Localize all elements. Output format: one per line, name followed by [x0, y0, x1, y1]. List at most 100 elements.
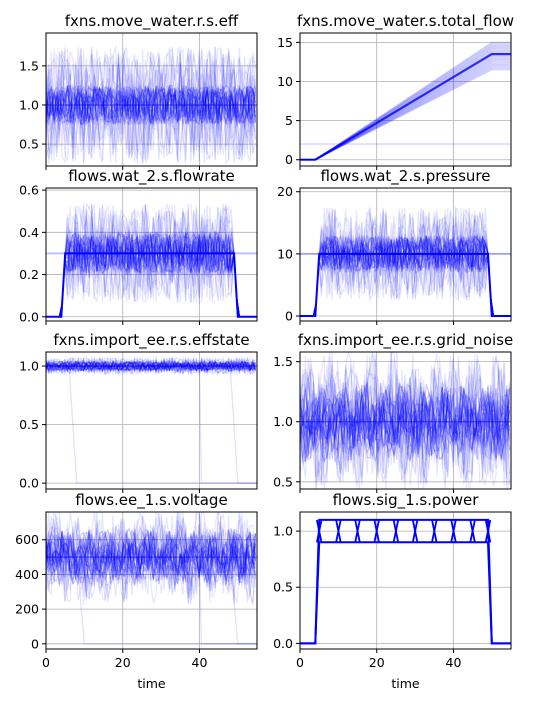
series-line	[46, 530, 257, 585]
series-line	[300, 208, 510, 317]
series-line	[46, 356, 257, 376]
series-line	[484, 519, 492, 543]
series-line	[46, 356, 257, 376]
y-tick-label: 10	[277, 246, 293, 261]
series-line	[300, 352, 510, 487]
series-line	[300, 235, 510, 317]
series-line	[300, 353, 511, 486]
series-line	[46, 48, 257, 164]
y-tick-label: 600	[15, 532, 39, 547]
series-line	[46, 355, 257, 377]
series-line	[300, 252, 511, 317]
series-line	[300, 354, 511, 487]
subplot-title: fxns.import_ee.r.s.effstate	[53, 331, 249, 350]
x-tick-label: 20	[369, 655, 385, 670]
series-line	[46, 359, 257, 373]
series-line	[300, 207, 510, 317]
series-line	[46, 512, 257, 602]
series-line	[300, 207, 510, 317]
series-line	[46, 204, 256, 318]
y-tick-label: 1.5	[273, 354, 293, 369]
series-line	[300, 354, 511, 483]
series-line	[300, 207, 510, 317]
series-line	[300, 387, 511, 460]
series-line	[300, 352, 511, 489]
series-line	[46, 359, 257, 372]
series-line	[46, 360, 257, 372]
series-line	[46, 84, 257, 126]
series-line	[46, 556, 257, 645]
series-line	[300, 234, 510, 317]
series-line	[46, 232, 256, 318]
series-line	[46, 357, 256, 376]
series-line	[46, 530, 257, 585]
series-line	[46, 359, 257, 373]
plot-area	[46, 512, 257, 645]
series-line	[300, 386, 511, 458]
series-line	[46, 512, 257, 604]
plot-area	[46, 46, 257, 165]
y-tick-label: 0.5	[273, 474, 293, 489]
series-line	[46, 356, 256, 377]
series-line	[300, 235, 510, 317]
series-line	[300, 207, 510, 317]
series-line	[300, 518, 511, 645]
subplot: flows.ee_1.s.voltage 0 200 400 600 0 20 40 time	[15, 491, 258, 691]
series-line	[46, 204, 256, 318]
subplot: fxns.import_ee.r.s.effstate 0.0 0.5 1.0	[19, 331, 258, 493]
x-tick-label: 0	[42, 655, 50, 670]
series-line	[46, 531, 257, 583]
series-line	[300, 205, 510, 317]
series-line	[46, 204, 256, 318]
series-line	[46, 232, 256, 318]
series-line	[46, 360, 256, 373]
series-line	[46, 83, 257, 127]
series-line	[46, 232, 256, 318]
y-tick-label: 400	[15, 567, 39, 582]
series-line	[46, 232, 256, 318]
subplot-title: flows.ee_1.s.voltage	[75, 491, 227, 510]
series-line	[46, 83, 257, 126]
series-line	[46, 84, 257, 127]
series-line	[46, 532, 257, 585]
y-tick-label: 0.0	[19, 476, 39, 491]
series-line	[46, 532, 257, 587]
series-line	[300, 234, 510, 317]
series-line	[46, 86, 256, 125]
series-line	[46, 528, 257, 587]
series-line	[46, 205, 256, 318]
series-line	[46, 365, 257, 484]
subplot-title: flows.wat_2.s.flowrate	[68, 167, 235, 186]
series-line	[46, 356, 257, 376]
series-line	[46, 533, 257, 585]
series-line	[46, 532, 256, 585]
series-line	[46, 360, 256, 373]
series-line	[46, 203, 256, 318]
series-line	[46, 355, 257, 376]
series-line	[300, 382, 511, 464]
series-line	[46, 359, 256, 373]
series-line	[46, 360, 256, 372]
y-tick-label: 0.0	[273, 636, 293, 651]
series-line	[46, 512, 257, 602]
series-line	[46, 231, 256, 318]
series-line	[300, 385, 511, 463]
series-line	[469, 519, 476, 543]
series-line	[300, 235, 510, 317]
y-tick-label: 0.0	[19, 309, 39, 324]
series-line	[46, 529, 256, 584]
series-line	[300, 352, 511, 489]
axes-frame	[45, 351, 258, 490]
y-tick-label: 1.0	[273, 414, 293, 429]
series-line	[46, 528, 257, 580]
series-line	[46, 205, 256, 318]
series-line	[46, 356, 257, 377]
series-line	[300, 383, 511, 450]
series-line	[46, 233, 256, 318]
series-line	[300, 234, 510, 317]
series-line	[46, 526, 257, 580]
axes-frame	[45, 511, 258, 650]
series-line	[46, 46, 257, 160]
series-line	[46, 512, 256, 604]
series-line	[46, 356, 257, 376]
